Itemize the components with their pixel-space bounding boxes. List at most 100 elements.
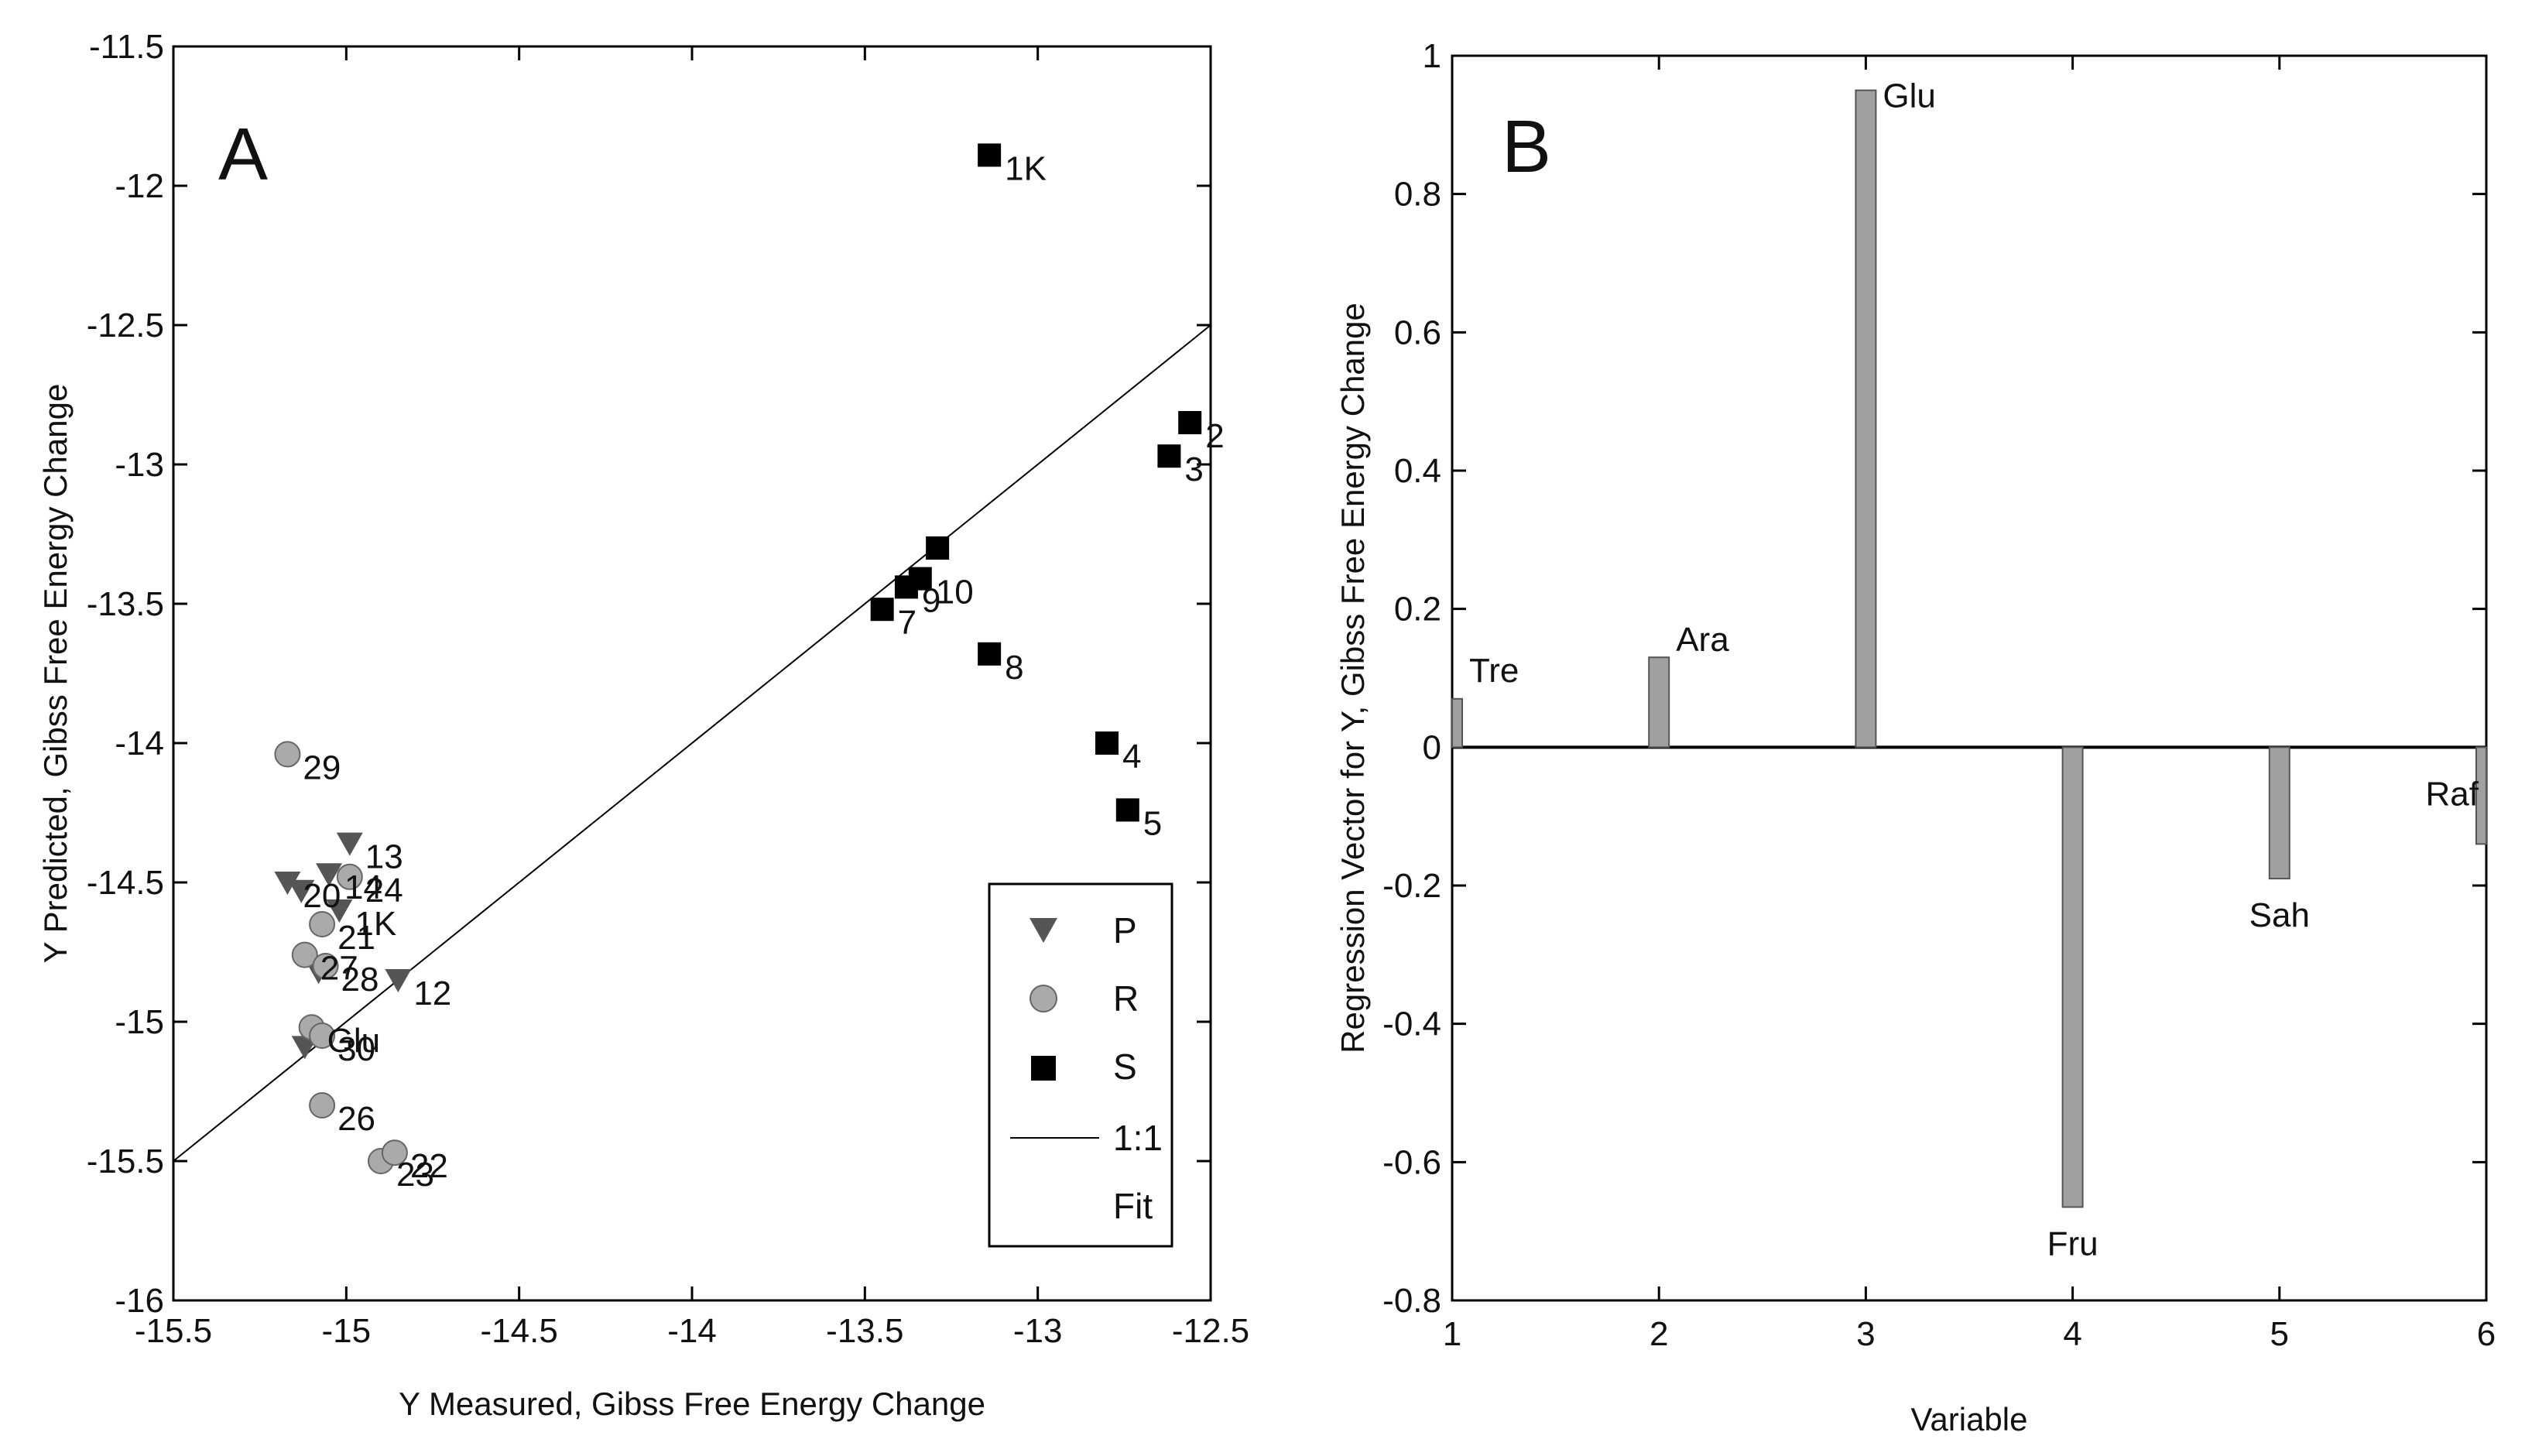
legend-entry-s: S [1113, 1047, 1137, 1087]
panel-a-point-label: 4 [1122, 738, 1141, 776]
legend-square-marker [1031, 1056, 1056, 1081]
panel-b-bar [1451, 697, 1463, 749]
panel-a-scatter: -15.5 -15 -14.5 -14 -13.5 -13 -12.5 -11.5 -12 -12… [37, 28, 1249, 1422]
panel-a-ticks: -15.5 -15 -14.5 -14 -13.5 -13 -12.5 -11.5 -12 -12… [87, 28, 1249, 1350]
panel-b-x-tick-label: 1 [1443, 1315, 1461, 1353]
panel-a-point-s [870, 598, 894, 622]
panel-b-x-tick-label: 4 [2063, 1315, 2081, 1353]
panel-a-point-s [1095, 731, 1119, 755]
panel-a-point-p [274, 872, 301, 895]
panel-b-bar-label: Raf [2426, 775, 2479, 813]
panel-a-point-s [926, 536, 950, 560]
panel-a-point-s [978, 143, 1002, 167]
panel-a-point-label: 13 [365, 838, 403, 876]
legend-box [988, 882, 1173, 1248]
panel-a-reference-line-group [173, 324, 1211, 1162]
panel-a-point-label: 8 [1005, 649, 1023, 687]
panel-b-y-tick-label: 0.6 [1394, 313, 1441, 351]
panel-a-point-s [1115, 798, 1139, 822]
panel-a-point-p [326, 899, 353, 923]
panel-a-y-tick-label: -11.5 [89, 28, 164, 66]
panel-b-y-tick-label: -0.6 [1382, 1143, 1441, 1181]
panel-a-point-label: 3 [1184, 451, 1203, 488]
panel-a-point-label: 10 [936, 574, 974, 612]
panel-b-y-tick-label: -0.8 [1382, 1282, 1441, 1320]
panel-a-point-label: 23 [396, 1156, 434, 1194]
panel-b-bar-label: Ara [1676, 621, 1729, 659]
panel-b-bar-label: Tre [1469, 652, 1519, 690]
panel-a-y-tick-label: -12.5 [87, 307, 164, 344]
panel-a-point-p [385, 969, 412, 992]
panel-a-point-r [274, 741, 301, 768]
panel-b-frame [1451, 54, 2488, 1302]
panel-a-y-tick-label: -16 [115, 1282, 164, 1320]
panel-b-x-axis-label: Variable [1911, 1401, 2028, 1437]
panel-a-x-tick-label: -15 [322, 1312, 372, 1350]
panel-b-ticks: 1 2 3 4 5 6 1 0.8 0.6 0.4 0.2 0 -0.2 -0.4 -0.6 -0.8 [1382, 37, 2496, 1353]
panel-b-bar-label: Fru [2047, 1225, 2098, 1262]
panel-a-point-r [291, 941, 318, 968]
panel-a-x-tick-label: -14.5 [481, 1312, 558, 1350]
panel-a-x-axis-label: Y Measured, Gibss Free Energy Change [399, 1386, 985, 1422]
panel-b-y-tick-label: 1 [1423, 37, 1441, 75]
panel-b-bar [1648, 656, 1670, 749]
panel-a-point-r [309, 1023, 336, 1049]
panel-a-point-s [1157, 444, 1181, 468]
panel-a-point-p [316, 863, 342, 887]
legend-circle-marker [1030, 985, 1057, 1012]
panel-a-point-label: 27 [320, 950, 358, 988]
panel-a-point-label: Glu [327, 1022, 380, 1060]
panel-b-x-tick-label: 2 [1650, 1315, 1668, 1353]
panel-a-point-label: 9 [922, 581, 940, 619]
panel-a-point-label: 5 [1143, 804, 1162, 842]
panel-a-point-label: 2 [1205, 417, 1224, 455]
panel-a-point-label: 12 [413, 975, 451, 1012]
legend-triangle-marker [1030, 918, 1057, 943]
panel-a-y-tick-label: -15 [115, 1003, 164, 1041]
panel-b-letter: B [1502, 105, 1551, 188]
panel-a-x-tick-label: -13.5 [826, 1312, 903, 1350]
panel-a-x-tick-label: -14 [667, 1312, 717, 1350]
panel-a-x-tick-label: -15.5 [135, 1312, 212, 1350]
panel-a-point-label: 26 [337, 1100, 375, 1138]
legend-entry-1-1: 1:1 [1113, 1118, 1163, 1158]
panel-b-y-tick-label: 0 [1423, 728, 1441, 766]
panel-b-y-tick-label: 0.8 [1394, 176, 1441, 214]
panel-a-point-label: 1K [355, 905, 396, 943]
panel-a-point-s [978, 642, 1002, 666]
panel-a-point-label: 29 [303, 749, 341, 786]
panel-a-point-p [288, 879, 315, 903]
panel-b-bar-label: Glu [1883, 77, 1935, 115]
panel-b-y-tick-label: -0.4 [1382, 1005, 1441, 1043]
panel-a-legend: P R S 1:1 Fit [988, 882, 1173, 1248]
panel-a-point-s [894, 575, 918, 599]
panel-a-point-s [1178, 411, 1202, 434]
legend-entry-p: P [1113, 910, 1137, 951]
panel-a-point-r [309, 1092, 336, 1119]
panel-a-point-r [312, 953, 339, 979]
panel-a-y-tick-label: -13 [115, 446, 164, 484]
panel-b-bar [2268, 746, 2290, 880]
panel-b-bar-label: Sah [2249, 896, 2310, 934]
panel-a-point-label: 1K [1005, 149, 1047, 187]
panel-a-point-label: 24 [365, 872, 403, 910]
panel-b-y-axis-label: Regression Vector for Y, Gibss Free Ener… [1334, 303, 1371, 1053]
panel-a-x-tick-label: -12.5 [1172, 1312, 1249, 1350]
panel-a-y-tick-label: -13.5 [87, 585, 164, 623]
panel-b-y-tick-label: 0.2 [1394, 591, 1441, 629]
panel-b-x-tick-label: 3 [1856, 1315, 1875, 1353]
panel-a-point-label: 28 [341, 961, 379, 999]
panel-a-point-r [309, 911, 336, 937]
panel-a-point-label: 21 [337, 919, 375, 957]
panel-a-y-tick-label: -14 [115, 725, 164, 762]
panel-b-bar [2475, 746, 2487, 845]
panel-b-bar [1855, 89, 1877, 749]
panel-a-point-label: 7 [898, 604, 916, 642]
panel-b-bar: 1 2 3 4 5 6 1 0.8 0.6 0.4 0.2 0 -0.2 -0.4 -0.6 -0.8 Tre… [1334, 37, 2496, 1437]
panel-b-y-tick-label: 0.4 [1394, 452, 1441, 490]
panel-a-point-r [336, 863, 363, 890]
panel-b-x-tick-label: 6 [2477, 1315, 2496, 1353]
panel-a-point-label: 14 [344, 868, 382, 906]
